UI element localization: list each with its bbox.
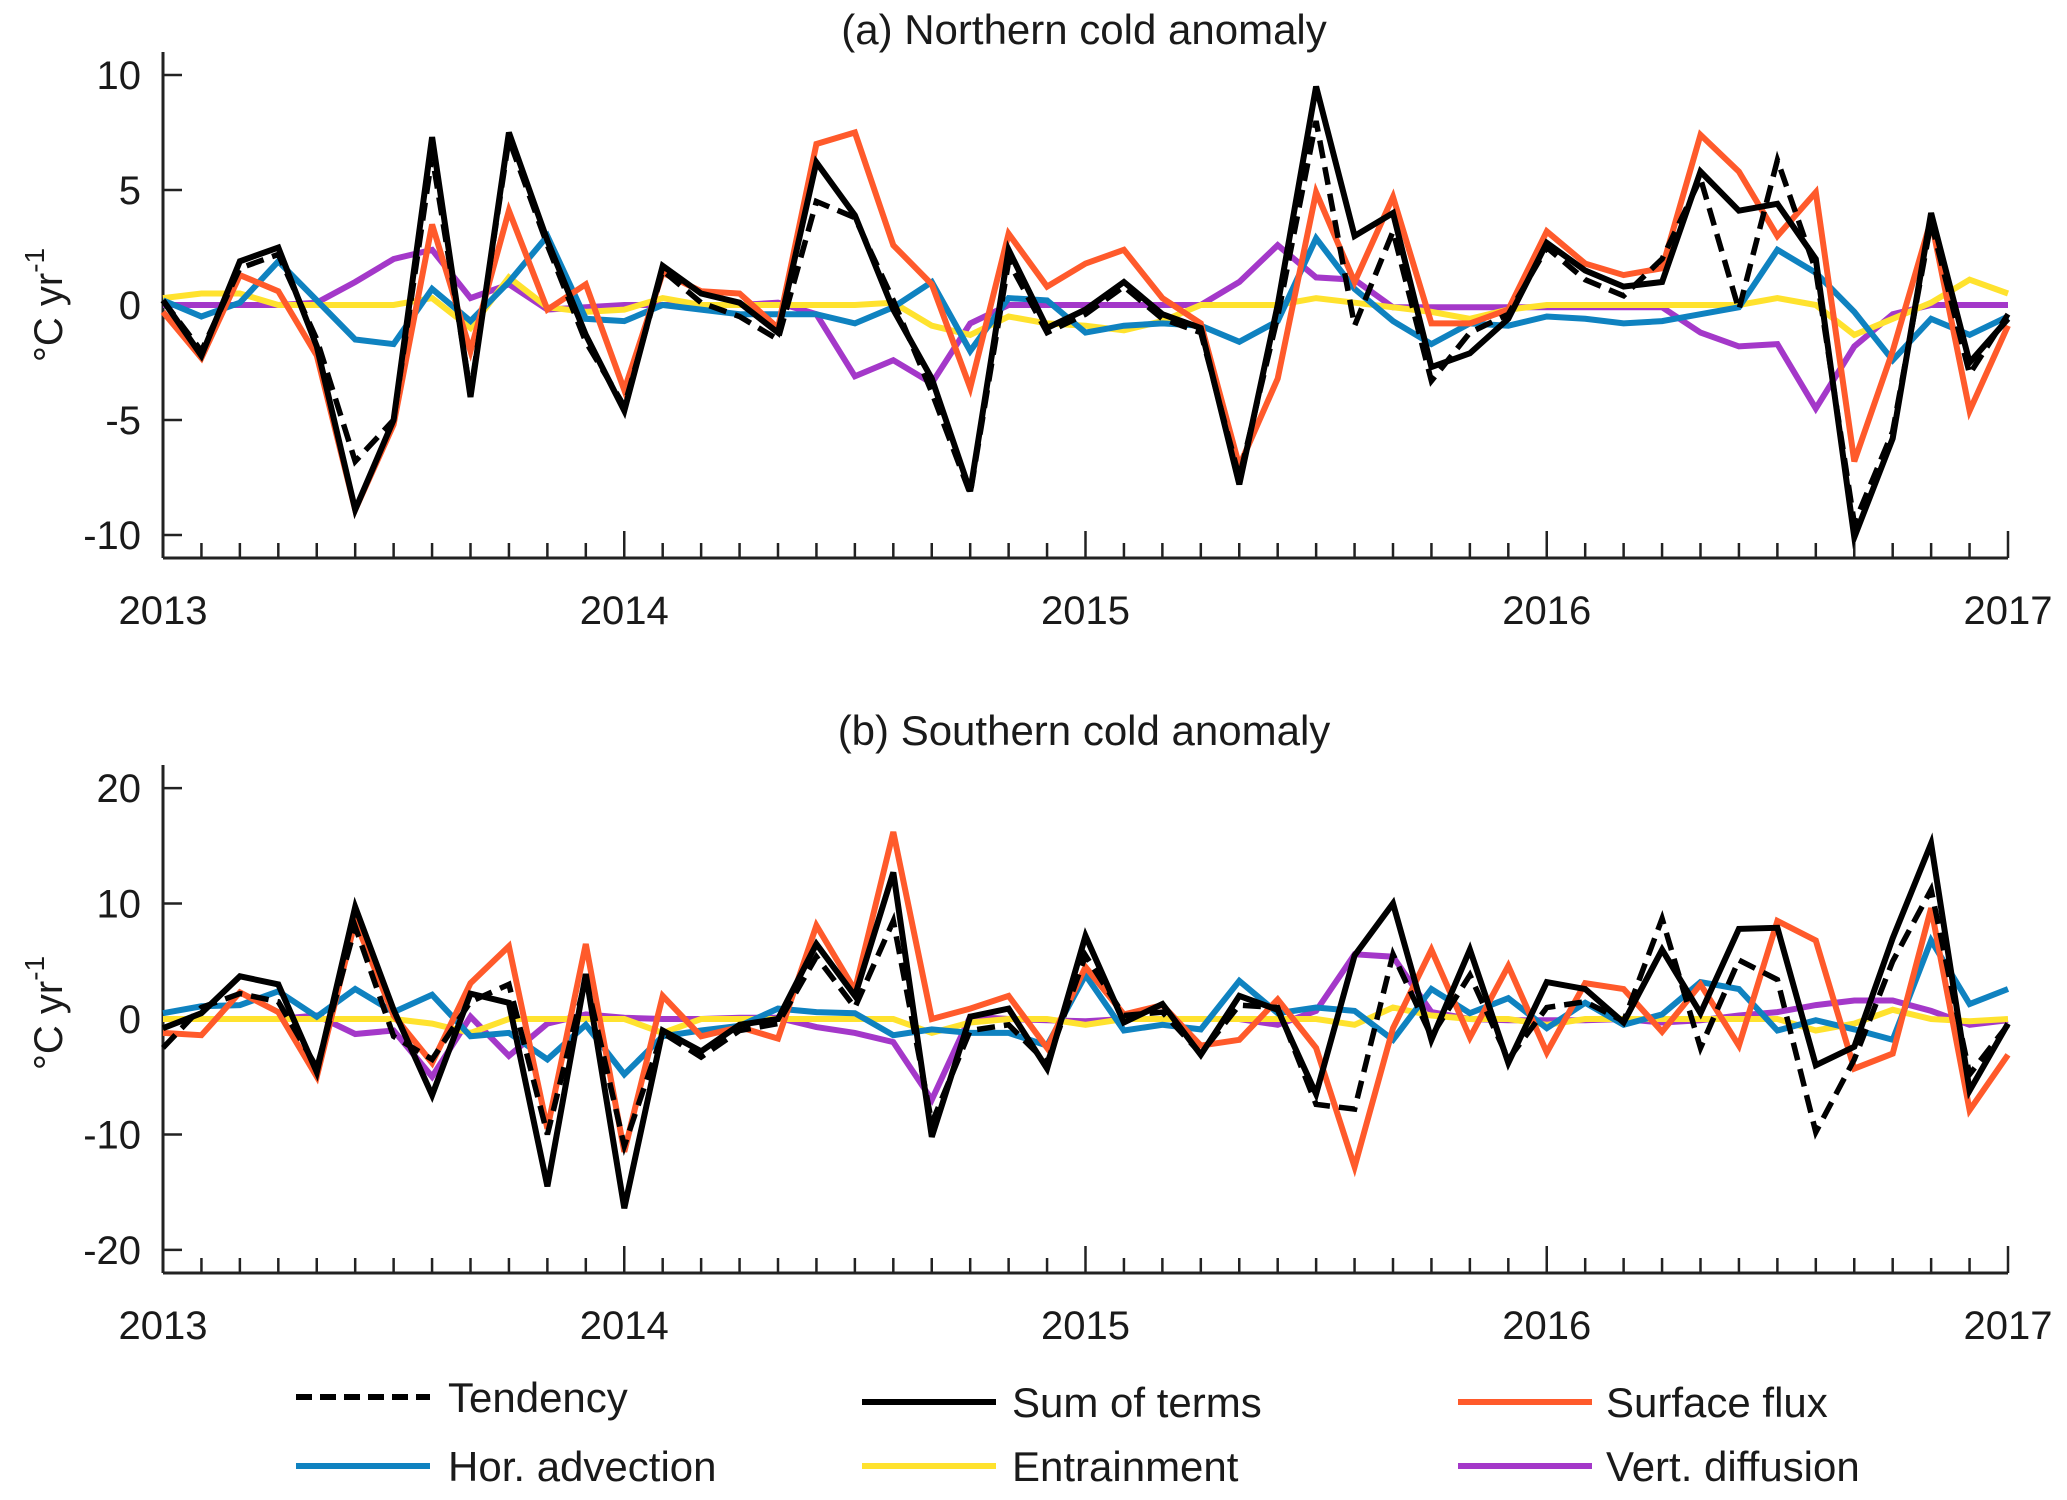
x-tick-label: 2015: [1041, 1304, 1130, 1348]
legend-label-surface: Surface flux: [1606, 1379, 1828, 1426]
legend-label-tendency: Tendency: [448, 1374, 628, 1421]
y-tick-label: 5: [119, 169, 141, 213]
y-tick-label: 0: [119, 998, 141, 1042]
series-line-surface: [160, 128, 2011, 519]
panel-a-ylabel-exponent: -1: [19, 248, 50, 273]
panel-a-title: (a) Northern cold anomaly: [841, 6, 1327, 53]
series-line-diffusion: [163, 241, 2008, 415]
y-tick-label: 10: [97, 883, 142, 927]
legend-label-diffusion: Vert. diffusion: [1606, 1443, 1860, 1490]
series-line-tendency: [160, 120, 2011, 534]
panel-b-ylabel-exponent: -1: [19, 956, 50, 981]
panel-b-title: (b) Southern cold anomaly: [838, 707, 1331, 754]
series-line-sum: [161, 832, 2011, 1209]
legend-item-tendency: Tendency: [296, 1374, 628, 1421]
legend-label-entrainment: Entrainment: [1012, 1443, 1239, 1490]
x-tick-label: 2016: [1502, 1304, 1591, 1348]
y-tick-label: -5: [105, 399, 141, 443]
legend-item-diffusion: Vert. diffusion: [1458, 1443, 1860, 1490]
y-tick-label: 20: [97, 767, 142, 811]
y-tick-label: 10: [97, 54, 142, 98]
panel-a: (a) Northern cold anomaly -10 -5 0 5 10 2013 2…: [19, 6, 2052, 633]
legend-label-sum: Sum of terms: [1012, 1379, 1262, 1426]
panel-b-plot-area: -20 -10 0 10 20 2013 2014 2015 2016 2017: [83, 765, 2052, 1348]
x-tick-label: 2016: [1502, 589, 1591, 633]
x-tick-label: 2014: [580, 1304, 669, 1348]
x-tick-label: 2017: [1964, 589, 2053, 633]
series-line-sum: [160, 85, 2011, 550]
x-tick-label: 2017: [1964, 1304, 2053, 1348]
panel-a-ylabel: °C yr-1: [19, 248, 71, 362]
series-line-advection: [161, 230, 2010, 365]
series-line-tendency: [161, 881, 2011, 1157]
panel-b: (b) Southern cold anomaly -20 -10 0 10 20 201…: [19, 707, 2052, 1348]
legend-item-advection: Hor. advection: [296, 1443, 717, 1490]
panel-b-ylabel-unit: °C yr: [27, 981, 71, 1070]
series-line-surface: [162, 831, 2011, 1178]
legend: Tendency Sum of terms Surface flux Hor. …: [296, 1374, 1860, 1490]
y-tick-label: -10: [83, 1113, 141, 1157]
y-tick-label: -20: [83, 1229, 141, 1273]
x-tick-label: 2014: [580, 589, 669, 633]
x-tick-label: 2015: [1041, 589, 1130, 633]
x-tick-label: 2013: [119, 589, 208, 633]
series-line-entrainment: [162, 273, 2010, 339]
panel-a-plot-area: -10 -5 0 5 10 2013 2014 2015 2016 2017: [83, 52, 2052, 633]
x-tick-label: 2013: [119, 1304, 208, 1348]
legend-item-entrainment: Entrainment: [862, 1443, 1239, 1490]
y-tick-label: 0: [119, 284, 141, 328]
panel-b-ylabel: °C yr-1: [19, 956, 71, 1070]
legend-item-surface: Surface flux: [1458, 1379, 1828, 1426]
legend-label-advection: Hor. advection: [448, 1443, 717, 1490]
y-tick-label: -10: [83, 514, 141, 558]
legend-item-sum: Sum of terms: [862, 1379, 1262, 1426]
panel-a-ylabel-unit: °C yr: [27, 273, 71, 362]
